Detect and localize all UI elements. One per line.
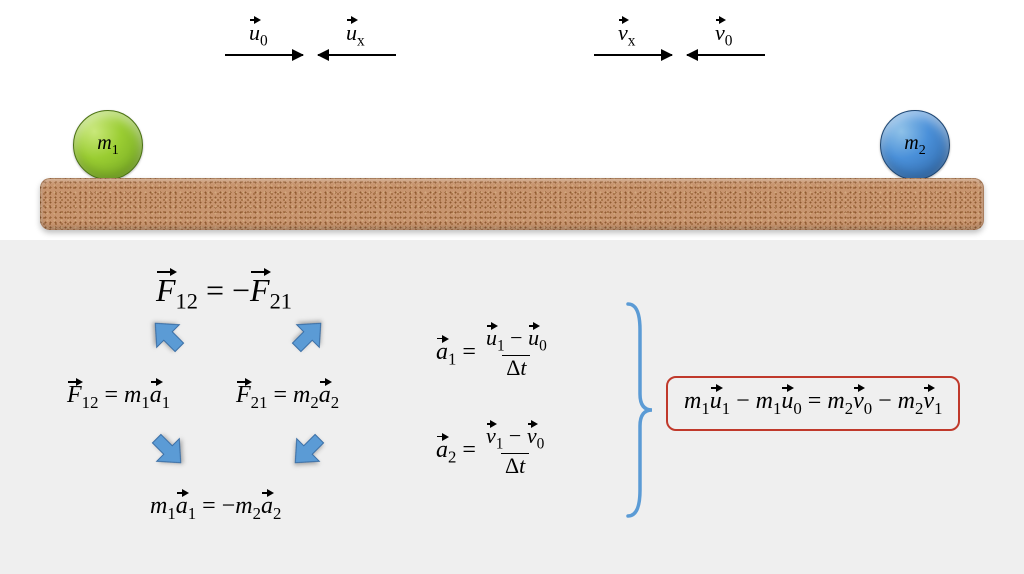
eq-ma: m1a1 = −m2a2: [150, 493, 281, 524]
eq-f12: F12 = m1a1: [67, 382, 170, 413]
eq-a1: a1 = u1 − u0 Δt: [436, 326, 551, 381]
label-u0: u0: [249, 20, 268, 50]
velocity-vectors-row: u0 ux vx v0: [0, 28, 1024, 78]
brace-icon: [622, 300, 654, 525]
ball-m2: m2: [880, 110, 950, 180]
eq-f21: F21 = m2a2: [236, 382, 339, 413]
arrow-vx: [594, 54, 672, 56]
eq-a2: a2 = v1 − v0 Δt: [436, 424, 548, 479]
arrow-v0: [687, 54, 765, 56]
stage: u0 ux vx v0 m1 m2: [0, 0, 1024, 240]
label-v0: v0: [715, 20, 732, 50]
surface-bar: [40, 178, 984, 230]
label-vx: vx: [618, 20, 635, 50]
eq-newton-third: F12 = −F21: [156, 272, 292, 314]
label-ux: ux: [346, 20, 365, 50]
ball-m1: m1: [73, 110, 143, 180]
result-equation: m1u1 − m1u0 = m2v0 − m2v1: [666, 376, 960, 431]
arrow-u0: [225, 54, 303, 56]
arrow-ux: [318, 54, 396, 56]
